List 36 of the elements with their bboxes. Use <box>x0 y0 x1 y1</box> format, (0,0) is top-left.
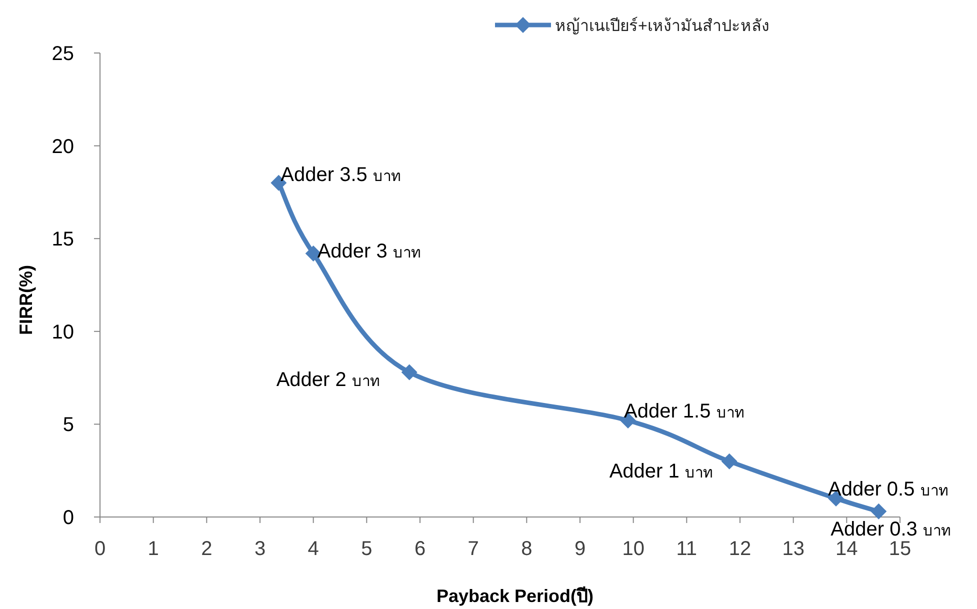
point <box>401 364 418 380</box>
x-tick-label: 15 <box>888 538 912 560</box>
x-tick-label: 2 <box>201 538 212 560</box>
x-tick-label: 10 <box>622 538 644 560</box>
annotation: Adder 1.5 บาท <box>624 400 744 422</box>
x-tick-label: 0 <box>94 538 106 560</box>
point <box>721 453 738 470</box>
y-tick-label: 20 <box>52 136 74 158</box>
y-tick-label: 15 <box>52 228 74 251</box>
x-tick-label: 3 <box>254 538 266 560</box>
legend-label: หญ้าเนเปียร์+เหง้ามันสำปะหลัง <box>555 16 770 35</box>
legend: หญ้าเนเปียร์+เหง้ามันสำปะหลัง <box>495 17 770 35</box>
annotation: Adder 0.5 บาท <box>828 478 948 500</box>
annotation: Adder 2 บาท <box>276 369 380 392</box>
x-tick-label: 8 <box>521 538 532 560</box>
x-tick-label: 6 <box>414 538 426 560</box>
y-tick-label: 25 <box>52 43 74 65</box>
x-tick-label: 12 <box>728 538 752 560</box>
x-tick-label: 13 <box>782 538 804 560</box>
x-axis-title: Payback Period(ปี) <box>436 586 594 606</box>
y-tick-label: 0 <box>62 507 74 529</box>
x-tick-label: 9 <box>574 538 586 560</box>
y-axis-title: FIRR(%) <box>16 265 36 335</box>
x-tick-label: 1 <box>148 538 159 560</box>
annotation: Adder 3 บาท <box>317 240 421 262</box>
x-tick-label: 14 <box>836 538 858 560</box>
annotation: Adder 3.5 บาท <box>280 164 401 186</box>
y-tick-label: 10 <box>52 321 74 344</box>
x-tick-label: 4 <box>308 538 319 560</box>
x-tick-label: 11 <box>676 538 698 560</box>
x-tick-label: 7 <box>468 538 479 560</box>
point <box>870 503 887 520</box>
annotation: Adder 1 บาท <box>609 460 713 482</box>
annotation: Adder 0.3 บาท <box>830 518 951 540</box>
x-tick-label: 5 <box>361 538 372 560</box>
y-tick-label: 5 <box>62 414 74 436</box>
